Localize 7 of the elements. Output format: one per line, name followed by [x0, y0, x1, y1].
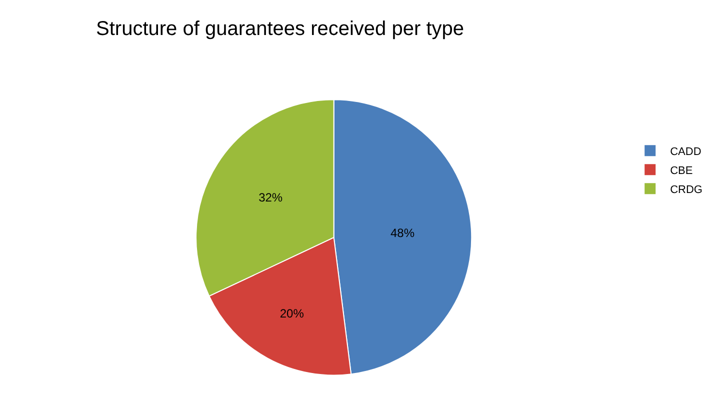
legend-label: CBE	[670, 164, 693, 177]
data-label: 48%	[390, 226, 415, 240]
chart-title: Structure of guarantees received per type	[96, 18, 464, 40]
data-label: 20%	[280, 306, 304, 320]
legend-label: CRDG	[670, 184, 702, 196]
data-label: 32%	[258, 190, 283, 204]
legend-label: CADD	[670, 146, 702, 158]
